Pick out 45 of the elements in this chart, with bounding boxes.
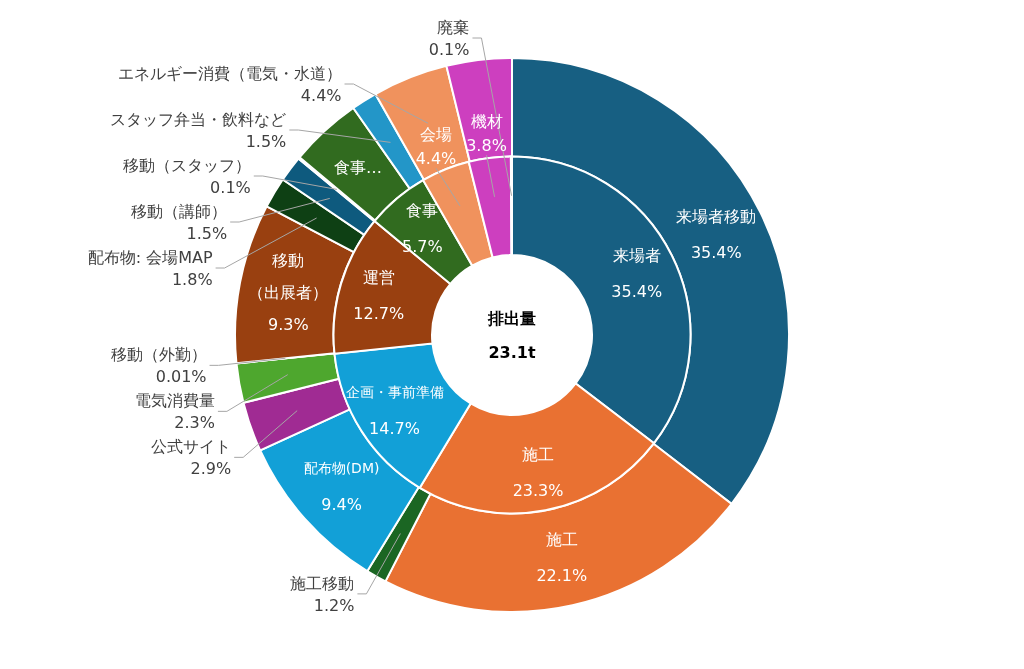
data-label: 9.3%	[268, 314, 309, 334]
data-label: 2.3%	[174, 412, 215, 432]
data-label: 35.4%	[611, 281, 663, 301]
slice-label: 施工	[545, 529, 578, 549]
slice-label: 機材	[470, 111, 503, 131]
slice-label: 施工	[522, 444, 555, 464]
slice-label: 来場者移動	[676, 206, 757, 226]
slice-label: エネルギー消費（電気・水道）	[117, 63, 342, 83]
slice-label: 施工移動	[290, 573, 355, 593]
slice-label: 公式サイト	[151, 436, 232, 456]
slice-label: 食事…	[334, 157, 383, 177]
slice-label: 電気消費量	[134, 390, 215, 410]
slice-label: 移動（外勤）	[110, 344, 207, 364]
data-label: 0.01%	[155, 366, 207, 386]
slice-label: 廃棄	[437, 17, 470, 37]
data-label: 22.1%	[536, 565, 588, 585]
data-label: 5.7%	[401, 236, 443, 256]
slice-label: 移動（講師）	[131, 201, 228, 221]
slice-label: スタッフ弁当・飲料など	[110, 109, 287, 129]
slice-label: 運営	[362, 267, 395, 287]
data-label: 1.5%	[186, 223, 228, 243]
slice-label: 会場	[419, 124, 452, 144]
data-label: 1.8%	[171, 269, 213, 289]
data-label: 1.5%	[245, 131, 287, 151]
data-label: 0.1%	[210, 177, 251, 197]
data-label: 23.3%	[512, 480, 564, 500]
slice-label: 配布物: 会場MAP	[87, 247, 213, 267]
slice-label: 食事	[406, 200, 439, 220]
data-label: 12.7%	[353, 303, 405, 323]
data-label: 4.4%	[415, 148, 457, 168]
data-label: 9.4%	[321, 494, 362, 514]
slice-label: 移動（出展者）	[248, 250, 329, 302]
data-label: 35.4%	[690, 242, 742, 262]
text: 排出量	[487, 308, 536, 328]
slice-label: 移動（スタッフ）	[122, 155, 251, 175]
slice-label: 来場者	[612, 245, 661, 265]
data-label: 0.1%	[428, 39, 470, 59]
slice-label: 企画・事前準備	[345, 383, 444, 400]
data-label: 2.9%	[190, 458, 232, 478]
data-label: 1.2%	[313, 595, 355, 615]
data-label: 4.4%	[300, 85, 342, 105]
data-label: 3.8%	[466, 135, 507, 155]
data-label: 14.7%	[369, 418, 420, 438]
text: 23.1t	[488, 342, 536, 362]
slice-label: 配布物(DM)	[303, 460, 380, 477]
